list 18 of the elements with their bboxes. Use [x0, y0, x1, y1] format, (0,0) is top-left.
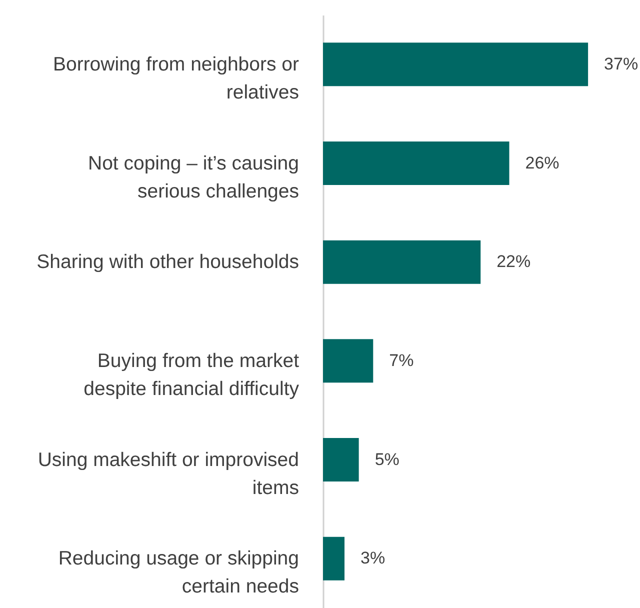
data-label: 37%: [604, 54, 638, 74]
data-label: 5%: [374, 450, 400, 469]
data-label: 22%: [496, 252, 531, 272]
y-tick-label: Buying from the market despite financial difficulty: [84, 350, 300, 400]
bar: [323, 142, 510, 185]
bar: [323, 42, 588, 86]
y-tick-label: Reducing usage or skipping certain needs: [58, 548, 300, 598]
data-label: 7%: [389, 350, 414, 370]
y-tick-label: Sharing with other households: [36, 251, 300, 274]
data-label: 26%: [525, 153, 560, 172]
data-label: 3%: [360, 548, 386, 568]
y-tick-label: Borrowing from neighbors or relatives: [52, 53, 300, 104]
bar: [323, 438, 359, 482]
bar: [323, 240, 481, 284]
bar: [323, 339, 374, 383]
y-tick-label: Using makeshift or improvised items: [38, 448, 300, 499]
bar: [323, 536, 344, 580]
y-tick-label: Not coping – it’s causing serious challenges: [88, 152, 300, 202]
